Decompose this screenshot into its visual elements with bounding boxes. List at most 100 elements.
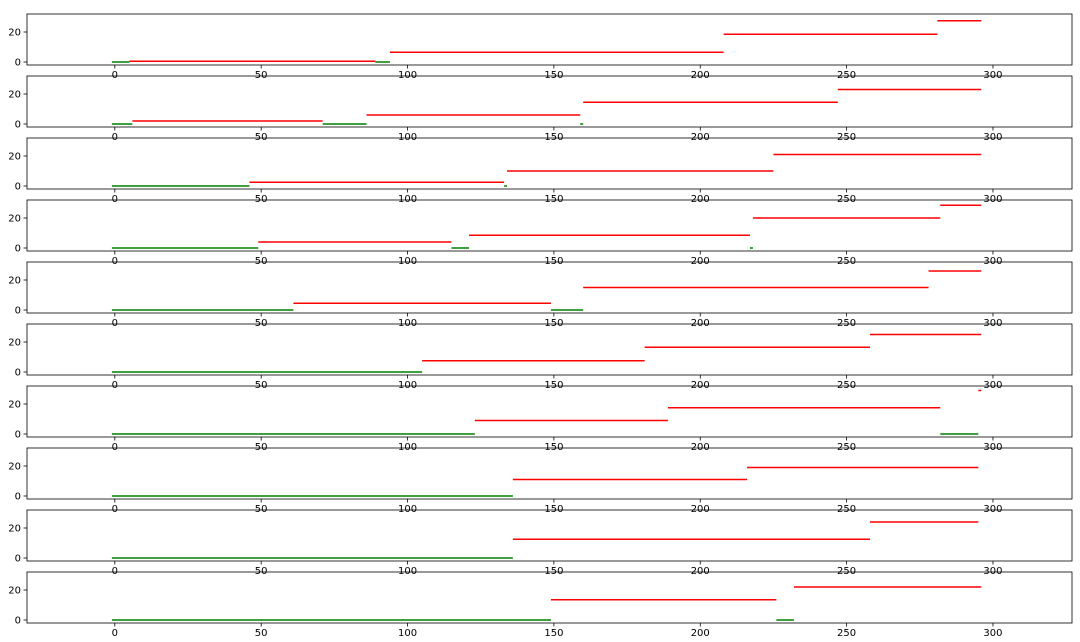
y-tick-label: 20 (8, 400, 21, 411)
y-tick-label: 0 (15, 368, 21, 379)
x-tick-label: 0 (112, 504, 118, 515)
subplot-6: 0 50 100 150 200 250 300 0 20 (8, 323, 1073, 391)
x-tick-label: 50 (255, 504, 268, 515)
y-tick-label: 20 (8, 152, 21, 163)
x-tick-label: 300 (983, 380, 1002, 391)
x-tick-label: 200 (691, 442, 710, 453)
axes-frame (26, 509, 1073, 562)
subplot-4: 0 50 100 150 200 250 300 0 20 (8, 199, 1073, 267)
y-tick-label: 0 (15, 182, 21, 193)
subplot-3: 0 50 100 150 200 250 300 0 20 (8, 137, 1073, 205)
x-tick-label: 150 (544, 194, 563, 205)
x-tick-label: 100 (398, 628, 417, 639)
x-tick-label: 150 (544, 566, 563, 577)
x-tick-label: 250 (837, 70, 856, 81)
x-tick-label: 100 (398, 194, 417, 205)
x-tick-label: 150 (544, 132, 563, 143)
x-tick-label: 150 (544, 256, 563, 267)
subplot-10: 0 50 100 150 200 250 300 0 20 (8, 571, 1073, 639)
x-tick-label: 100 (398, 504, 417, 515)
x-tick-label: 250 (837, 504, 856, 515)
y-tick-label: 0 (15, 554, 21, 565)
x-tick-label: 300 (983, 256, 1002, 267)
x-tick-label: 250 (837, 318, 856, 329)
x-tick-label: 200 (691, 256, 710, 267)
subplot-1: 0 50 100 150 200 250 300 0 20 (8, 13, 1073, 81)
x-tick-label: 100 (398, 132, 417, 143)
axes-frame (26, 571, 1073, 624)
x-tick-label: 50 (255, 132, 268, 143)
x-tick-label: 100 (398, 566, 417, 577)
x-tick-label: 250 (837, 256, 856, 267)
x-tick-label: 150 (544, 70, 563, 81)
x-tick-label: 250 (837, 442, 856, 453)
x-tick-label: 150 (544, 442, 563, 453)
y-tick-label: 20 (8, 524, 21, 535)
x-tick-label: 300 (983, 318, 1002, 329)
x-tick-label: 0 (112, 132, 118, 143)
axes-frame (26, 199, 1073, 252)
axes-frame (26, 13, 1073, 66)
x-tick-label: 250 (837, 380, 856, 391)
y-tick-label: 0 (15, 306, 21, 317)
x-tick-label: 250 (837, 132, 856, 143)
x-tick-label: 0 (112, 318, 118, 329)
subplot-9: 0 50 100 150 200 250 300 0 20 (8, 509, 1073, 577)
subplot-8: 0 50 100 150 200 250 300 0 20 (8, 447, 1073, 515)
x-tick-label: 250 (837, 628, 856, 639)
x-tick-label: 300 (983, 132, 1002, 143)
x-tick-label: 100 (398, 442, 417, 453)
x-tick-label: 300 (983, 504, 1002, 515)
x-tick-label: 300 (983, 628, 1002, 639)
subplot-2: 0 50 100 150 200 250 300 0 20 (8, 75, 1073, 143)
x-tick-label: 200 (691, 380, 710, 391)
x-tick-label: 150 (544, 380, 563, 391)
x-tick-label: 0 (112, 628, 118, 639)
x-tick-label: 50 (255, 566, 268, 577)
x-tick-label: 250 (837, 566, 856, 577)
x-tick-label: 0 (112, 194, 118, 205)
x-tick-label: 50 (255, 318, 268, 329)
subplot-5: 0 50 100 150 200 250 300 0 20 (8, 261, 1073, 329)
x-tick-label: 50 (255, 442, 268, 453)
x-tick-label: 0 (112, 70, 118, 81)
x-tick-label: 100 (398, 380, 417, 391)
x-tick-label: 150 (544, 504, 563, 515)
x-tick-label: 200 (691, 194, 710, 205)
y-tick-label: 20 (8, 462, 21, 473)
axes-frame (26, 261, 1073, 314)
x-tick-label: 100 (398, 318, 417, 329)
x-tick-label: 200 (691, 504, 710, 515)
x-tick-label: 200 (691, 566, 710, 577)
y-tick-label: 20 (8, 214, 21, 225)
x-tick-label: 100 (398, 256, 417, 267)
axes-frame (26, 323, 1073, 376)
x-tick-label: 300 (983, 194, 1002, 205)
x-tick-label: 0 (112, 380, 118, 391)
x-tick-label: 50 (255, 628, 268, 639)
x-tick-label: 200 (691, 628, 710, 639)
axes-frame (26, 75, 1073, 128)
x-tick-label: 300 (983, 566, 1002, 577)
x-tick-label: 50 (255, 256, 268, 267)
axes-frame (26, 447, 1073, 500)
axes-frame (26, 385, 1073, 438)
y-tick-label: 20 (8, 90, 21, 101)
x-tick-label: 300 (983, 442, 1002, 453)
x-tick-label: 200 (691, 132, 710, 143)
x-tick-label: 300 (983, 70, 1002, 81)
x-tick-label: 0 (112, 256, 118, 267)
x-tick-label: 0 (112, 566, 118, 577)
x-tick-label: 250 (837, 194, 856, 205)
x-tick-label: 150 (544, 628, 563, 639)
x-tick-label: 0 (112, 442, 118, 453)
x-tick-label: 50 (255, 194, 268, 205)
subplot-7: 0 50 100 150 200 250 300 0 20 (8, 385, 1073, 453)
x-tick-label: 50 (255, 380, 268, 391)
y-tick-label: 0 (15, 492, 21, 503)
x-tick-label: 100 (398, 70, 417, 81)
x-tick-label: 200 (691, 70, 710, 81)
y-tick-label: 0 (15, 430, 21, 441)
y-tick-label: 20 (8, 338, 21, 349)
y-tick-label: 0 (15, 120, 21, 131)
